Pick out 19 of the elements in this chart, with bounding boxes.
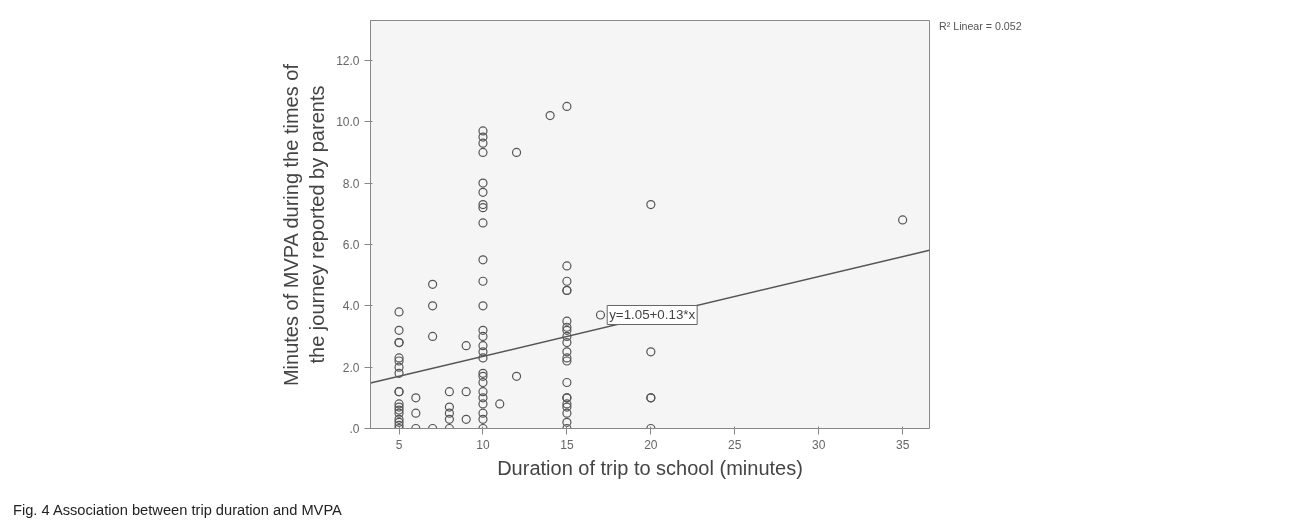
y-tick-label: 12.0 [336, 53, 360, 68]
x-tick-label: 20 [644, 437, 658, 452]
y-tick-label: 6.0 [342, 237, 360, 252]
x-tick-label: 30 [812, 437, 826, 452]
x-axis-title: Duration of trip to school (minutes) [497, 456, 803, 479]
caption: Fig. 4 Association between trip duration and MVPA [13, 501, 342, 520]
x-tick-label: 15 [560, 437, 574, 452]
x-tick-label: 25 [728, 437, 742, 452]
y-tick-label: .0 [349, 422, 360, 436]
y-tick-label: 10.0 [336, 115, 360, 130]
x-tick-label: 5 [395, 437, 403, 452]
y-tick-label: 2.0 [342, 360, 360, 375]
y-tick-label: 8.0 [342, 176, 360, 191]
text: R² Linear = 0.052 [939, 19, 1022, 34]
x-tick-label: 10 [476, 437, 490, 452]
annotation: y=1.05+0.13*x [609, 307, 696, 323]
y-tick-label: 4.0 [342, 299, 360, 314]
x-tick-label: 35 [895, 437, 910, 452]
y-axis-title: Minutes of MVPA during the times of the journey reported by parents [279, 63, 329, 387]
